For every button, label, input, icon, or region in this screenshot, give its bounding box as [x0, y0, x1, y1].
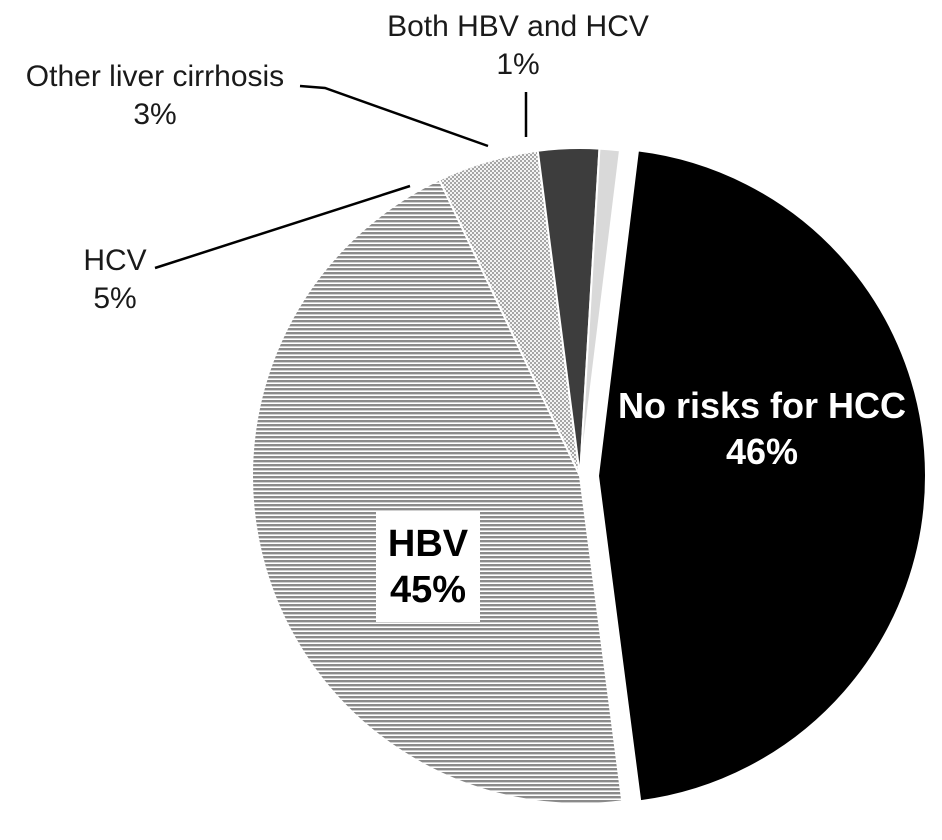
slice-value-label-hcv: 5% — [93, 282, 136, 315]
slice-value-label-no-risks-for-hcc: 46% — [726, 431, 798, 472]
leader-line-hcv — [154, 184, 411, 270]
slice-label-hcv: HCV — [83, 244, 146, 277]
slice-value-label-both-hbv-and-hcv: 1% — [496, 48, 539, 81]
slice-value-label-other-liver-cirrhosis: 3% — [133, 98, 176, 131]
slice-label-no-risks-for-hcc: No risks for HCC — [618, 385, 906, 426]
pie-slice-no-risks-for-hcc — [596, 149, 927, 803]
slice-label-both-hbv-and-hcv: Both HBV and HCV — [387, 10, 649, 43]
pie-slice-both-hbv-and-hcv — [579, 147, 622, 477]
leader-line-other-liver-cirrhosis — [299, 84, 489, 148]
slice-label-hbv: HBV — [388, 523, 469, 565]
slice-value-label-hbv: 45% — [390, 569, 466, 611]
slice-label-other-liver-cirrhosis: Other liver cirrhosis — [26, 60, 284, 93]
pie-slice-hbv — [251, 178, 624, 805]
data-label-box-hbv — [376, 512, 480, 622]
